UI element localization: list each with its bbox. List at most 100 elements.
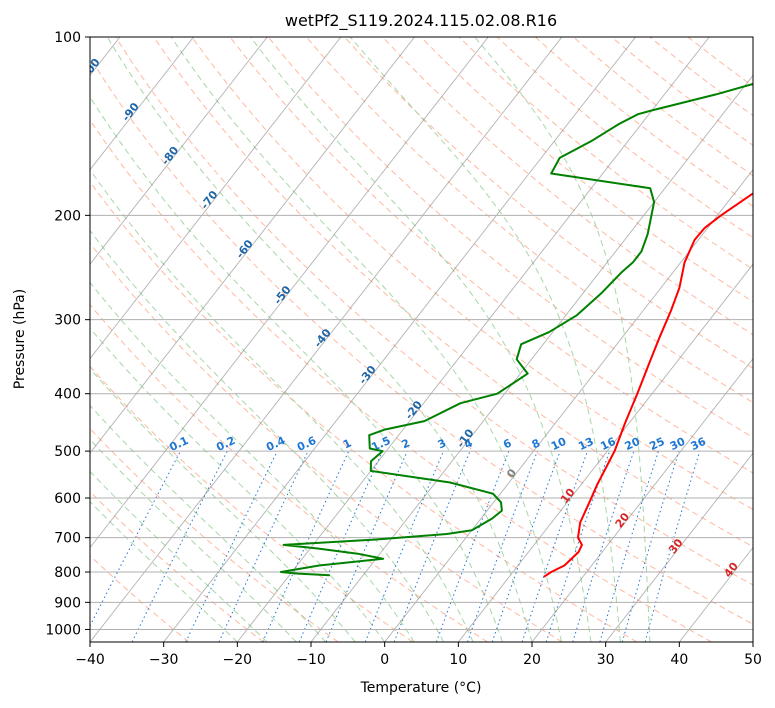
moist-adiabat (90, 96, 504, 642)
mixing-ratio-line (393, 450, 471, 642)
mixing-ratio-label: 2 (400, 436, 412, 451)
isotherm-label: -20 (403, 398, 426, 422)
isotherm-label: 10 (558, 486, 578, 506)
mixing-ratio-label: 20 (623, 435, 643, 453)
isotherm (531, 357, 753, 642)
moist-adiabat (90, 501, 238, 642)
dry-adiabat (115, 37, 753, 586)
mixing-ratio-line (545, 450, 611, 642)
mixing-ratio-line (644, 450, 701, 642)
y-axis: 100 200 300 400 500 600 700 800 900 1000 (45, 30, 90, 638)
moist-adiabat (250, 37, 592, 642)
moist-adiabat (90, 281, 415, 642)
moist-adiabat (90, 367, 356, 642)
moist-adiabat (106, 37, 533, 642)
isotherm-label: -50 (271, 283, 294, 307)
moist-adiabat (474, 37, 651, 642)
x-tick-label: 10 (449, 652, 467, 668)
moist-adiabat (90, 327, 386, 642)
x-tick-label: 0 (380, 652, 389, 668)
mixing-ratio-label: 36 (689, 435, 709, 453)
x-tick-label: 30 (597, 652, 615, 668)
mixing-ratio-label: 10 (549, 435, 569, 453)
moist-adiabat (90, 168, 474, 642)
mixing-ratio-label: 3 (436, 436, 448, 451)
isotherm (90, 37, 342, 360)
x-tick-label: −30 (149, 652, 179, 668)
dry-adiabat (534, 37, 753, 207)
mixing-ratio-line (491, 450, 561, 642)
dry-adiabat (267, 37, 753, 438)
mixing-ratio-label: 16 (598, 435, 618, 453)
mixing-ratio-line (521, 450, 588, 642)
dry-adiabat (90, 56, 753, 625)
x-axis: −40 −30 −20 −10 0 10 20 30 40 50 (75, 642, 762, 668)
moist-adiabat (90, 438, 297, 642)
isotherm (310, 74, 753, 642)
x-tick-label: −20 (223, 652, 253, 668)
y-tick-label: 500 (54, 444, 81, 460)
plot-frame (89, 36, 754, 643)
x-tick-label: −40 (75, 652, 105, 668)
dry-adiabat (382, 37, 753, 336)
isotherm (384, 169, 753, 642)
moist-adiabat (170, 37, 562, 642)
y-tick-label: 700 (54, 531, 81, 547)
isotherm-label: -60 (233, 237, 256, 261)
mixing-ratio-line (467, 450, 538, 642)
mixing-ratio-line (131, 450, 228, 642)
y-tick-label: 100 (54, 30, 81, 46)
x-tick-label: −10 (296, 652, 326, 668)
mixing-ratio-line (599, 450, 660, 642)
grid-layer (90, 37, 753, 642)
moist-adiabat (90, 229, 445, 642)
isotherm (457, 263, 753, 642)
y-tick-label: 300 (54, 313, 81, 329)
dry-adiabat (305, 37, 753, 404)
temperature-profile (543, 192, 753, 578)
dry-adiabat (90, 554, 190, 642)
dry-adiabat (90, 181, 638, 642)
dry-adiabat (90, 365, 414, 642)
dry-adiabat (344, 37, 753, 369)
dry-adiabat (153, 37, 753, 548)
dry-adiabat (496, 37, 753, 239)
dry-adiabat (420, 37, 753, 303)
y-tick-label: 1000 (45, 622, 81, 638)
isotherm-label: -80 (159, 144, 182, 168)
chart-title: wetPf2_S119.2024.115.02.08.R16 (285, 11, 557, 31)
dewpoint-profile (279, 82, 753, 577)
moist-adiabat (90, 404, 327, 642)
mixing-ratio-line (435, 450, 510, 642)
isotherm-label: -90 (119, 100, 142, 124)
x-tick-label: 40 (670, 652, 688, 668)
x-tick-label: 50 (744, 652, 762, 668)
dry-adiabat (687, 37, 753, 87)
isotherm (90, 37, 415, 454)
isotherm (90, 37, 194, 171)
y-tick-label: 600 (54, 491, 81, 507)
mixing-ratio-line (90, 450, 181, 627)
mixing-ratio-label: 6 (501, 436, 514, 451)
y-tick-label: 200 (54, 208, 81, 224)
moist-adiabat (90, 470, 268, 642)
series-layer (279, 82, 753, 578)
isotherm (236, 37, 710, 642)
isotherm (605, 452, 753, 642)
isotherm-label: 30 (666, 536, 686, 556)
isotherm-label: -40 (311, 326, 334, 350)
x-axis-label: Temperature (°C) (360, 680, 482, 696)
isotherm (90, 37, 563, 642)
isotherm (90, 37, 268, 265)
mixing-ratio-line (185, 450, 278, 642)
y-axis-label: Pressure (hPa) (12, 289, 28, 389)
moist-adiabat (349, 37, 621, 642)
mixing-ratio-label: 30 (668, 435, 688, 453)
isotherm-label: -30 (356, 363, 379, 387)
dry-adiabat (191, 37, 753, 511)
y-tick-label: 400 (54, 387, 81, 403)
isotherm (90, 37, 489, 549)
dry-adiabat (90, 242, 563, 642)
isotherm (163, 37, 636, 642)
